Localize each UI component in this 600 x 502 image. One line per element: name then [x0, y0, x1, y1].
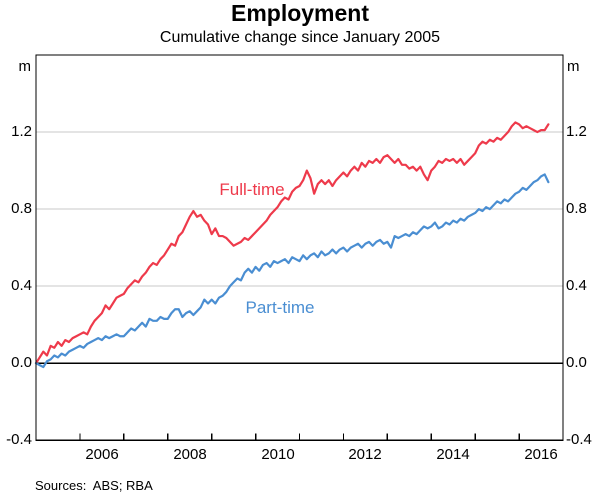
- x-axis-tick-label: 2006: [85, 446, 119, 463]
- x-axis-tick-label: 2014: [436, 446, 470, 463]
- series-line-part-time: [34, 173, 550, 369]
- y-axis-tick-label-left: 1.2: [11, 123, 32, 140]
- series-line-full-time: [34, 121, 550, 365]
- plot-frame: [35, 54, 564, 441]
- y-axis-tick-label-right: -0.4: [566, 431, 592, 448]
- y-axis-tick-label-right: 1.2: [566, 123, 587, 140]
- sources-note: Sources: ABS; RBA: [35, 478, 153, 493]
- y-axis-tick-label-right: 0.8: [566, 200, 587, 217]
- y-axis-unit-right: m: [567, 58, 580, 75]
- y-axis-tick-label-right: 0.0: [566, 354, 587, 371]
- x-axis-tick-label: 2012: [348, 446, 382, 463]
- x-axis-tick-label: 2010: [261, 446, 295, 463]
- y-axis-tick-label-right: 0.4: [566, 277, 587, 294]
- y-axis-tick-label-left: 0.0: [11, 354, 32, 371]
- y-axis-tick-label-left: 0.8: [11, 200, 32, 217]
- x-axis-tick-label: 2016: [524, 446, 558, 463]
- y-axis-tick-label-left: -0.4: [6, 431, 32, 448]
- series-label-full-time: Full-time: [219, 180, 285, 199]
- y-axis-unit-left: m: [18, 58, 32, 75]
- x-axis-tick-label: 2008: [173, 446, 207, 463]
- y-axis-tick-label-left: 0.4: [11, 277, 32, 294]
- chart-subtitle: Cumulative change since January 2005: [159, 29, 441, 46]
- series-label-part-time: Part-time: [245, 298, 315, 317]
- chart-title: Employment: [230, 0, 370, 26]
